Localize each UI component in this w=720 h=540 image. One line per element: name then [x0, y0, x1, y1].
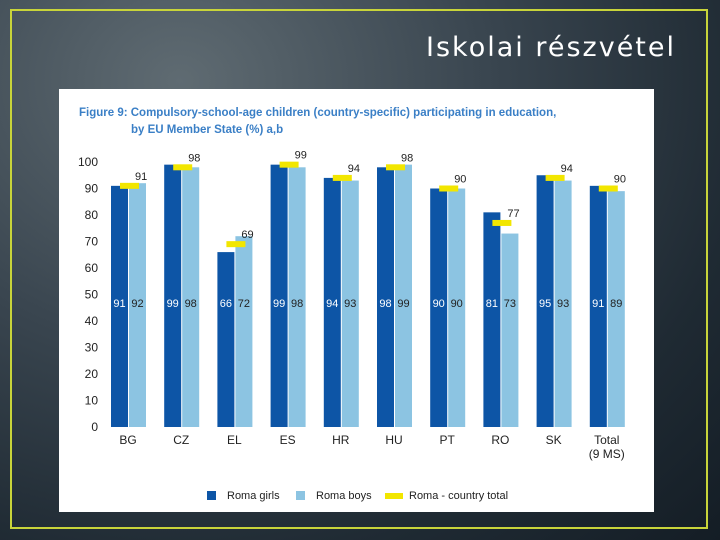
girls-value-label: 90 [433, 298, 445, 310]
bar-roma-girls [483, 212, 501, 427]
marker-country-total [226, 241, 246, 248]
total-value-label: 90 [454, 174, 466, 186]
girls-value-label: 81 [486, 298, 498, 310]
legend-swatch [385, 493, 403, 499]
bar-roma-boys [501, 233, 519, 427]
chart-panel: Figure 9: Compulsory-school-age children… [59, 89, 654, 512]
girls-value-label: 99 [167, 298, 179, 310]
bar-roma-boys [235, 236, 253, 427]
girls-value-label: 94 [326, 298, 338, 310]
y-tick-label: 70 [85, 235, 99, 249]
boys-value-label: 99 [397, 298, 409, 310]
bar-chart: Figure 9: Compulsory-school-age children… [78, 107, 626, 502]
boys-value-label: 93 [557, 298, 569, 310]
boys-value-label: 98 [185, 298, 197, 310]
marker-country-total [279, 161, 299, 168]
bar-roma-girls [430, 188, 448, 427]
slide-title: Iskolai részvétel [426, 32, 676, 63]
bar-roma-boys [341, 180, 359, 427]
y-tick-label: 90 [85, 182, 99, 196]
category-label: RO [491, 433, 509, 447]
legend-label: Roma girls [227, 490, 280, 502]
legend: Roma girls Roma boys Roma - country total [207, 490, 508, 502]
category-label: PT [440, 433, 456, 447]
y-tick-label: 40 [85, 314, 99, 328]
total-value-label: 98 [401, 152, 413, 164]
total-value-label: 94 [348, 163, 360, 175]
figure-title-line1: Figure 9: Compulsory-school-age children… [79, 107, 556, 119]
girls-value-label: 98 [379, 298, 391, 310]
legend-swatch [207, 491, 216, 500]
marker-country-total [120, 182, 139, 189]
marker-country-total [492, 219, 512, 226]
marker-country-total [332, 174, 352, 181]
total-value-label: 98 [188, 152, 200, 164]
marker-country-total [173, 164, 193, 171]
labels-group: 91 91 92 BG 98 99 98 CZ 69 66 72 EL 99 99 98 ES 94 94 93 HR… [113, 150, 626, 461]
y-tick-label: 20 [85, 367, 99, 381]
marker-country-total [545, 174, 565, 181]
category-sublabel: (9 MS) [589, 447, 625, 461]
y-axis: 0 10 20 30 40 50 60 70 80 90 100 [78, 155, 98, 434]
bar-roma-boys [607, 191, 625, 427]
bars-group [111, 161, 625, 428]
girls-value-label: 95 [539, 298, 551, 310]
bar-roma-girls [111, 185, 128, 427]
marker-country-total [598, 185, 618, 192]
y-tick-label: 50 [85, 288, 99, 302]
y-tick-label: 10 [85, 394, 99, 408]
category-label: ES [280, 433, 296, 447]
y-tick-label: 0 [91, 420, 98, 434]
category-label: Total [594, 433, 619, 447]
category-label: BG [119, 433, 136, 447]
legend-swatch [296, 491, 305, 500]
boys-value-label: 98 [291, 298, 303, 310]
category-label: HU [385, 433, 402, 447]
y-tick-label: 80 [85, 208, 99, 222]
bar-roma-girls [377, 167, 394, 428]
marker-country-total [439, 185, 459, 192]
y-tick-label: 30 [85, 341, 99, 355]
girls-value-label: 66 [220, 298, 232, 310]
category-label: HR [332, 433, 350, 447]
y-tick-label: 100 [78, 155, 98, 169]
bar-roma-boys [182, 167, 200, 428]
legend-label: Roma boys [316, 490, 372, 502]
bar-roma-boys [448, 188, 466, 427]
boys-value-label: 93 [344, 298, 356, 310]
boys-value-label: 89 [610, 298, 622, 310]
bar-roma-girls [270, 164, 288, 427]
total-value-label: 77 [507, 208, 519, 220]
bar-roma-boys [395, 164, 412, 427]
slide-frame [10, 9, 708, 529]
total-value-label: 69 [241, 229, 253, 241]
bar-roma-girls [217, 252, 235, 427]
category-label: CZ [173, 433, 189, 447]
bar-roma-girls [536, 175, 554, 427]
category-label: EL [227, 433, 242, 447]
marker-country-total [386, 164, 405, 171]
girls-value-label: 91 [592, 298, 604, 310]
legend-label: Roma - country total [409, 490, 508, 502]
bar-roma-boys [554, 180, 572, 427]
girls-value-label: 99 [273, 298, 285, 310]
figure-title-line2: by EU Member State (%) a,b [131, 124, 283, 136]
category-label: SK [546, 433, 562, 447]
y-tick-label: 60 [85, 261, 99, 275]
total-value-label: 91 [135, 171, 147, 183]
total-value-label: 94 [561, 163, 573, 175]
boys-value-label: 72 [238, 298, 250, 310]
bar-roma-boys [129, 183, 146, 427]
boys-value-label: 90 [451, 298, 463, 310]
bar-roma-girls [589, 185, 607, 427]
bar-roma-girls [164, 164, 182, 427]
bar-roma-girls [323, 177, 341, 427]
boys-value-label: 92 [131, 298, 143, 310]
total-value-label: 99 [295, 150, 307, 162]
girls-value-label: 91 [113, 298, 125, 310]
total-value-label: 90 [614, 174, 626, 186]
boys-value-label: 73 [504, 298, 516, 310]
bar-roma-boys [288, 167, 306, 428]
